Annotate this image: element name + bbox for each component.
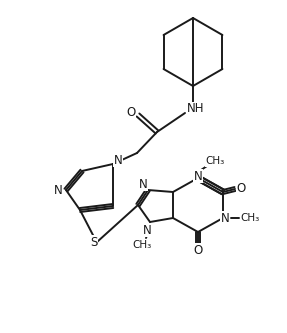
Text: S: S (90, 235, 98, 248)
Text: CH₃: CH₃ (132, 240, 152, 250)
Text: N: N (114, 154, 122, 166)
Text: CH₃: CH₃ (205, 156, 225, 166)
Text: O: O (126, 107, 136, 120)
Text: N: N (194, 169, 202, 182)
Text: N: N (143, 223, 151, 236)
Text: O: O (193, 243, 203, 256)
Text: N: N (54, 184, 62, 197)
Text: CH₃: CH₃ (241, 213, 260, 223)
Text: N: N (139, 177, 148, 190)
Text: O: O (236, 181, 246, 194)
Text: NH: NH (187, 103, 205, 116)
Text: N: N (221, 211, 229, 224)
